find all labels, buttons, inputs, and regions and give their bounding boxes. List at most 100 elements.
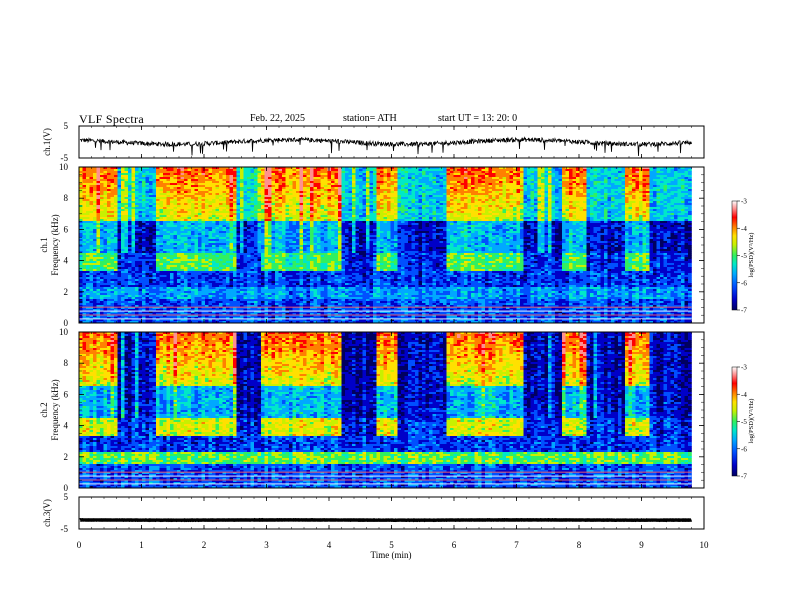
spectrogram-cell	[292, 223, 297, 226]
spectrogram-cell	[208, 171, 213, 174]
spectrogram-cell	[250, 179, 255, 182]
spectrogram-cell	[257, 319, 262, 322]
spectrogram-cell	[240, 195, 244, 198]
spectrogram-cell	[271, 269, 276, 272]
spectrogram-cell	[138, 283, 143, 286]
spectrogram-cell	[187, 315, 192, 318]
spectrogram-cell	[100, 229, 104, 232]
spectrogram-cell	[250, 293, 255, 296]
spectrogram-cell	[236, 221, 241, 224]
spectrogram-cell	[124, 167, 129, 170]
spectrogram-cell	[166, 279, 171, 282]
spectrogram-cell	[254, 211, 258, 214]
spectrogram-cell	[233, 263, 237, 266]
spectrogram-cell	[289, 173, 293, 176]
spectrogram-cell	[96, 207, 101, 210]
spectrogram-cell	[180, 303, 185, 306]
spectrogram-cell	[96, 205, 101, 208]
spectrogram-cell	[278, 219, 283, 222]
spectrogram-cell	[128, 235, 132, 238]
spectrogram-cell	[149, 205, 153, 208]
spectrogram-cell	[250, 175, 255, 178]
spectrogram-cell	[236, 189, 241, 192]
spectrogram-cell	[103, 217, 108, 220]
spectrogram-cell	[226, 271, 230, 274]
spectrogram-cell	[96, 321, 101, 324]
spectrogram-cell	[198, 251, 202, 254]
spectrogram-cell	[163, 271, 167, 274]
spectrogram-cell	[107, 289, 111, 292]
spectrogram-cell	[184, 167, 188, 170]
spectrogram-cell	[124, 311, 129, 314]
spectrogram-cell	[152, 307, 157, 310]
spectrogram-cell	[121, 279, 125, 282]
spectrogram-cell	[278, 243, 283, 246]
spectrogram-cell	[121, 267, 125, 270]
spectrogram-cell	[296, 231, 300, 234]
spectrogram-cell	[96, 233, 101, 236]
spectrogram-cell	[254, 215, 258, 218]
spectrogram-cell	[96, 171, 101, 174]
spectrogram-cell	[145, 305, 150, 308]
spectrogram-cell	[257, 191, 262, 194]
spectrogram-cell	[285, 215, 290, 218]
spectrogram-cell	[187, 231, 192, 234]
spectrogram-cell	[257, 169, 262, 172]
spectrogram-cell	[233, 207, 237, 210]
spectrogram-cell	[170, 303, 174, 306]
spectrogram-cell	[117, 219, 122, 222]
spectrogram-cell	[271, 213, 276, 216]
spectrogram-cell	[163, 199, 167, 202]
spectrogram-cell	[184, 283, 188, 286]
start-time-label: start UT = 13: 20: 0	[438, 113, 517, 124]
spectrogram-cell	[278, 281, 283, 284]
spectrogram-cell	[156, 309, 160, 312]
spectrogram-cell	[194, 261, 199, 264]
spectrogram-cell	[173, 291, 178, 294]
spectrogram-cell	[107, 201, 111, 204]
spectrogram-cell	[236, 247, 241, 250]
spectrogram-cell	[254, 173, 258, 176]
spectrogram-cell	[215, 291, 220, 294]
spectrogram-cell	[215, 317, 220, 320]
spectrogram-cell	[215, 213, 220, 216]
spectrogram-cell	[299, 233, 304, 236]
spectrogram-cell	[243, 311, 248, 314]
spectrogram-cell	[212, 201, 216, 204]
spectrogram-cell	[264, 243, 269, 246]
spectrogram-cell	[156, 307, 160, 310]
spectrogram-cell	[208, 231, 213, 234]
spectrogram-cell	[135, 301, 139, 304]
spectrogram-cell	[191, 293, 195, 296]
spectrogram-cell	[289, 243, 293, 246]
spectrogram-cell	[268, 267, 272, 270]
spectrogram-cell	[103, 305, 108, 308]
spectrogram-cell	[156, 283, 160, 286]
spectrogram-cell	[201, 295, 206, 298]
spectrogram-cell	[208, 311, 213, 314]
spectrogram-cell	[229, 237, 234, 240]
spectrogram-cell	[159, 243, 164, 246]
spectrogram-cell	[159, 269, 164, 272]
spectrogram-cell	[254, 241, 258, 244]
spectrogram-cell	[159, 257, 164, 260]
spectrogram-cell	[296, 229, 300, 232]
spectrogram-cell	[142, 231, 146, 234]
spectrogram-cell	[285, 275, 290, 278]
spectrogram-cell	[261, 227, 265, 230]
spectrogram-cell	[229, 201, 234, 204]
spectrogram-cell	[285, 251, 290, 254]
spectrogram-cell	[264, 195, 269, 198]
spectrogram-cell	[254, 245, 258, 248]
spectrogram-cell	[114, 241, 118, 244]
spectrogram-cell	[243, 211, 248, 214]
spectrogram-cell	[254, 281, 258, 284]
spectrogram-cell	[180, 267, 185, 270]
spectrogram-cell	[184, 313, 188, 316]
spectrogram-cell	[156, 209, 160, 212]
spectrogram-cell	[212, 195, 216, 198]
spectrogram-cell	[138, 285, 143, 288]
spectrogram-cell	[166, 319, 171, 322]
spectrogram-cell	[250, 255, 255, 258]
spectrogram-cell	[208, 309, 213, 312]
